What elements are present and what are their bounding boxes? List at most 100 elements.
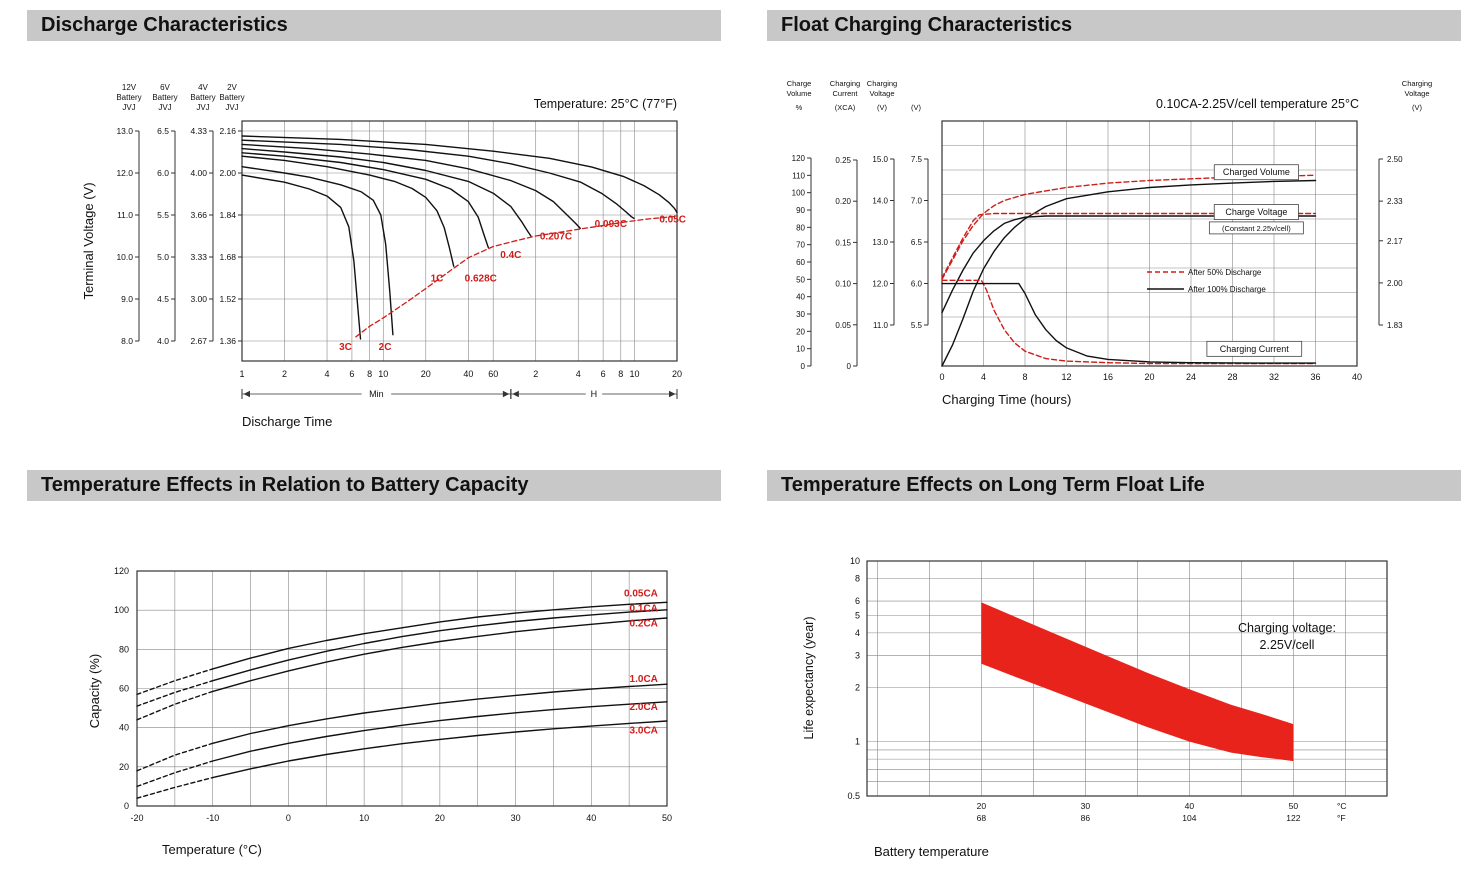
- axis-tick-label: 60: [796, 258, 805, 267]
- temperature-annotation: Temperature: 25°C (77°F): [534, 97, 677, 111]
- curve-1.0CA: [211, 683, 668, 745]
- curve-0.1CA-dashed: [136, 679, 214, 707]
- scale-axis-header: Battery: [190, 93, 215, 102]
- x-axis-title: Charging Time (hours): [942, 392, 1071, 407]
- axis-tick-label: 30: [796, 310, 805, 319]
- y-tick-label: 0: [124, 801, 129, 811]
- curve-3.0CA-dashed: [136, 776, 214, 799]
- axis-header: Charging: [830, 79, 860, 88]
- x-tick-label: 2: [533, 369, 538, 379]
- x-tick-label: 28: [1227, 372, 1237, 382]
- temperature-capacity-chart: 0 20 40 60 80 100 120 -20 -10 0 10 20 30 40 50 0.05CA 0.…: [27, 506, 739, 876]
- scale-tick-label: 4.5: [157, 294, 169, 304]
- y-axis-title: Life expectancy (year): [802, 617, 816, 740]
- panel-discharge-header: Discharge Characteristics: [27, 10, 721, 41]
- panel-discharge-title: Discharge Characteristics: [41, 14, 288, 36]
- x-tick-label: 12: [1061, 372, 1071, 382]
- curve-0.05CA-dashed: [136, 668, 214, 696]
- curve-label: 0.2CA: [630, 618, 658, 629]
- cutoff-voltage-line: [355, 215, 678, 338]
- panel-float-life-title: Temperature Effects on Long Term Float L…: [781, 474, 1205, 496]
- scale-axis-header: 2V: [227, 83, 237, 92]
- y-tick-label: 5: [855, 610, 860, 620]
- y-tick-label: 40: [119, 723, 129, 733]
- panel-temp-capacity-header: Temperature Effects in Relation to Batte…: [27, 470, 721, 501]
- plot-label-box: [1206, 340, 1303, 357]
- panel-float-charging-title: Float Charging Characteristics: [781, 14, 1073, 36]
- curve-label: 0.05CA: [624, 589, 658, 600]
- x-tick-label: 4: [325, 369, 330, 379]
- axis-unit: %: [796, 103, 803, 112]
- x-tick-label-fahrenheit: 68: [977, 813, 987, 823]
- curve-label: 3.0CA: [630, 726, 658, 737]
- plot-area: 1086543210.5206830864010450122°C°FChargi…: [847, 556, 1388, 823]
- x-axis-title: Battery temperature: [874, 844, 989, 859]
- curve-label: 0.207C: [540, 231, 572, 242]
- scale-tick-label: 4.00: [190, 168, 207, 178]
- curve-3.0CA: [211, 720, 668, 779]
- curve-0.4C: [241, 147, 532, 237]
- life-expectancy-band: [981, 602, 1294, 762]
- plot-label-box: [1213, 204, 1299, 220]
- x-tick-label-fahrenheit: 104: [1182, 813, 1196, 823]
- x-tick-label: 6: [601, 369, 606, 379]
- panel-float-life-header: Temperature Effects on Long Term Float L…: [767, 470, 1461, 501]
- x-tick-label: 40: [586, 813, 596, 823]
- float-charging-chart: 1201101009080706050403020100ChargeVolume…: [786, 79, 1432, 407]
- x-tick-label: 4: [576, 369, 581, 379]
- charging-voltage-annotation: 2.25V/cell: [1260, 638, 1315, 652]
- plot-label: Charge Voltage: [1225, 207, 1287, 217]
- x-tick-label: 10: [629, 369, 639, 379]
- x-tick-label: 10: [359, 813, 369, 823]
- scale-axis-header: Battery: [116, 93, 141, 102]
- scale-tick-label: 4.0: [157, 336, 169, 346]
- y-tick-label: 4: [855, 628, 860, 638]
- curve-3C: [241, 174, 362, 340]
- scale-tick-label: 4.33: [190, 126, 207, 136]
- plot-area: 0 20 40 60 80 100 120 -20 -10 0 10 20 30 40 50 0.05CA 0.…: [114, 566, 672, 823]
- axis-tick-label: 6.0: [911, 280, 923, 289]
- scale-axis-header: Battery: [152, 93, 177, 102]
- arrow-left-icon: [243, 390, 250, 398]
- y-tick-label: 80: [119, 644, 129, 654]
- arrow-right-icon: [502, 390, 510, 398]
- x-tick-label: 8: [367, 369, 372, 379]
- curve-0.05CA: [211, 601, 668, 670]
- curve-charge-voltage-100: [941, 215, 1317, 314]
- x-tick-label: 1: [239, 369, 244, 379]
- x-axis-title: Temperature (°C): [162, 842, 262, 857]
- scale-tick-label: 10.0: [116, 252, 133, 262]
- section-label: H: [591, 389, 598, 399]
- curve-0.093C: [241, 139, 635, 220]
- charts-grid: Discharge Characteristics 12V Battery JVJ 1…: [27, 10, 1477, 876]
- x-tick-label: 8: [1022, 372, 1027, 382]
- scale-tick-label: 6.0: [157, 168, 169, 178]
- axis-tick-label: 0: [801, 362, 806, 371]
- scale-axis-header: JVJ: [225, 103, 238, 112]
- scale-axis-header: JVJ: [158, 103, 171, 112]
- curve-label: 1.0CA: [630, 674, 658, 685]
- y-tick-label: 60: [119, 684, 129, 694]
- x-tick-label: 10: [378, 369, 388, 379]
- curve-label: 2.0CA: [630, 702, 658, 713]
- axis-tick-label: 0.10: [835, 280, 851, 289]
- scale-tick-label: 1.84: [219, 210, 236, 220]
- axis-tick-label: 20: [796, 327, 805, 336]
- scale-tick-label: 1.68: [219, 252, 236, 262]
- curve-1C: [241, 155, 455, 267]
- plot-area: 12VBatteryJVJ13.012.011.010.09.08.06VBat…: [116, 83, 686, 401]
- section-label: Min: [369, 389, 384, 399]
- plot-label: (Constant 2.25v/cell): [1222, 224, 1291, 233]
- plot-border: [941, 120, 1358, 367]
- curve-charged-volume-50: [941, 174, 1317, 281]
- scale-tick-label: 12.0: [116, 168, 133, 178]
- curve-2.0CA: [211, 701, 668, 762]
- axis-header: Charging: [1402, 79, 1432, 88]
- x-axis-title: Discharge Time: [242, 414, 332, 429]
- right-axis-tick-label: 2.33: [1387, 197, 1403, 206]
- y-tick-label: 120: [114, 566, 129, 576]
- right-axis-tick-label: 1.83: [1387, 321, 1403, 330]
- axis-header: Current: [832, 89, 858, 98]
- plot-border: [866, 560, 1388, 797]
- curve-label: 0.1CA: [630, 604, 658, 615]
